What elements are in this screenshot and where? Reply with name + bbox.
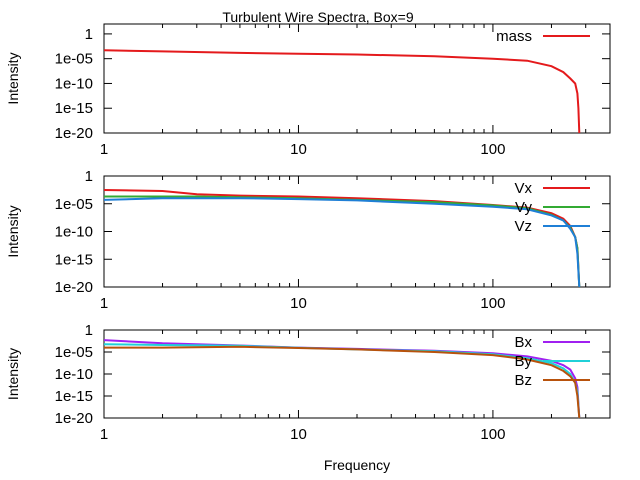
y-tick-label: 1e-15 bbox=[55, 388, 93, 405]
panel-3: 1 10 100 1 1e-05 1e-10 1e-15 1e-20 Intensity Freq… bbox=[5, 322, 611, 473]
y-tick-label: 1e-20 bbox=[55, 410, 93, 427]
y-tick-label: 1e-05 bbox=[55, 51, 93, 68]
y-tick-label: 1e-10 bbox=[55, 224, 93, 241]
x-tick-label: 10 bbox=[290, 426, 307, 443]
legend-label-bx: Bx bbox=[514, 334, 532, 351]
y-tick-label: 1 bbox=[85, 26, 93, 43]
x-axis-label: Frequency bbox=[324, 457, 390, 473]
y-axis-label: Intensity bbox=[5, 205, 21, 257]
legend-label-vy: Vy bbox=[515, 199, 532, 216]
y-tick-label: 1e-20 bbox=[55, 279, 93, 296]
y-tick-label: 1e-05 bbox=[55, 344, 93, 361]
series-line-vz bbox=[103, 197, 581, 288]
legend-label-mass: mass bbox=[496, 28, 532, 45]
y-tick-label: 1e-10 bbox=[55, 366, 93, 383]
y-tick-label: 1e-05 bbox=[55, 196, 93, 213]
y-tick-label: 1e-20 bbox=[55, 125, 93, 142]
y-axis-label: Intensity bbox=[5, 52, 21, 104]
figure-title: Turbulent Wire Spectra, Box=9 bbox=[222, 9, 414, 25]
y-tick-label: 1 bbox=[85, 168, 93, 185]
series-line-mass bbox=[103, 49, 581, 134]
legend-label-vz: Vz bbox=[514, 218, 532, 235]
panel-2: 1 10 100 1 1e-05 1e-10 1e-15 1e-20 Intensity Vx Vy… bbox=[5, 168, 611, 312]
y-tick-label: 1 bbox=[85, 322, 93, 339]
x-tick-label: 1 bbox=[100, 295, 108, 312]
legend-label-by: By bbox=[514, 353, 532, 370]
x-tick-label: 1 bbox=[100, 426, 108, 443]
x-tick-label: 10 bbox=[290, 141, 307, 158]
x-tick-label: 100 bbox=[480, 141, 505, 158]
panel-1: 1 10 100 1 1e-05 1e-10 1e-15 1e-20 Intensity mass bbox=[5, 23, 611, 158]
x-tick-label: 100 bbox=[480, 426, 505, 443]
x-tick-label: 10 bbox=[290, 295, 307, 312]
x-tick-label: 100 bbox=[480, 295, 505, 312]
legend-label-vx: Vx bbox=[514, 180, 532, 197]
series-line-bz bbox=[104, 345, 581, 419]
y-axis-label: Intensity bbox=[5, 348, 21, 400]
y-tick-label: 1e-10 bbox=[55, 75, 93, 92]
legend-label-bz: Bz bbox=[514, 372, 532, 389]
y-tick-label: 1e-15 bbox=[55, 251, 93, 268]
y-tick-label: 1e-15 bbox=[55, 100, 93, 117]
panels: 1 10 100 1 1e-05 1e-10 1e-15 1e-20 Intensity mass… bbox=[5, 23, 611, 473]
x-tick-label: 1 bbox=[100, 141, 108, 158]
